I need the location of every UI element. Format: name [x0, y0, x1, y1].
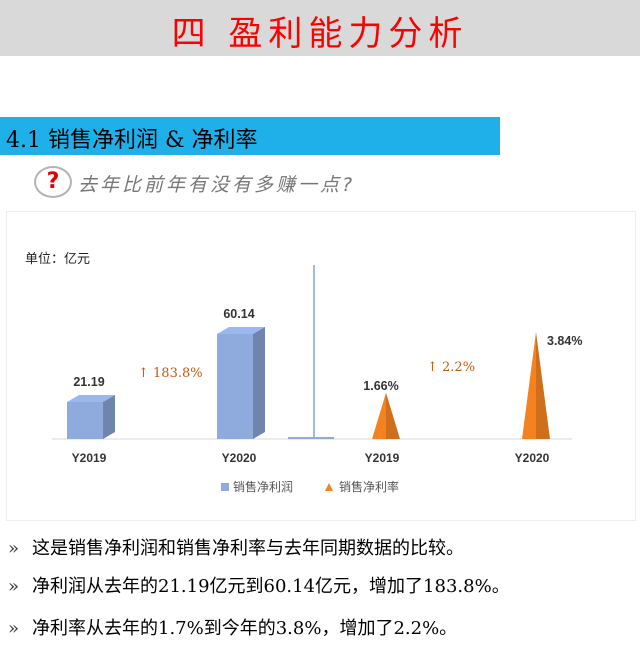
bar-top-face: [67, 395, 115, 403]
bullet-text: 这是销售净利润和销售净利率与去年同期数据的比较。: [32, 538, 464, 559]
bullet-text: 净利率从去年的1.7%到今年的3.8%，增加了2.2%。: [32, 618, 458, 639]
x-tick-label: Y2019: [72, 451, 107, 465]
bullet-item: » 这是销售净利润和销售净利率与去年同期数据的比较。: [8, 534, 464, 560]
cone-shade: [386, 392, 400, 439]
x-tick-label: Y2020: [515, 451, 550, 465]
bullet-item: » 净利润从去年的21.19亿元到60.14亿元，增加了183.8%。: [8, 572, 510, 598]
legend-swatch-margin: [325, 483, 333, 491]
chart-unit-label: 单位：亿元: [25, 252, 91, 267]
bullet-item: » 净利率从去年的1.7%到今年的3.8%，增加了2.2%。: [8, 614, 457, 640]
cone-y2020: [522, 332, 536, 439]
bar-side-face: [103, 395, 115, 439]
cone-data-label: 3.84%: [547, 334, 582, 348]
section-title: 4.1 销售净利润 & 净利率: [6, 128, 258, 153]
x-tick-label: Y2019: [365, 451, 400, 465]
page-title: 四 盈利能力分析: [171, 14, 469, 54]
chart-frame: [6, 211, 636, 521]
cone-y2019: [372, 392, 386, 439]
x-tick-label: Y2020: [222, 451, 257, 465]
cone-shade: [536, 332, 550, 439]
bar-y2019: [67, 402, 103, 439]
bullet-text: 净利润从去年的21.19亿元到60.14亿元，增加了183.8%。: [32, 576, 510, 597]
section-question: 去年比前年有没有多赚一点?: [78, 174, 356, 196]
bar-data-label: 21.19: [73, 375, 104, 389]
bar-side-face: [253, 327, 265, 439]
legend-swatch-profit: [221, 483, 229, 491]
legend-label: 销售净利率: [339, 479, 399, 494]
bullet-mark: »: [8, 576, 20, 597]
growth-label-profit: ↑ 183.8%: [138, 366, 203, 381]
question-icon: ?: [34, 166, 72, 198]
bullet-mark: »: [8, 538, 20, 559]
bullet-mark: »: [8, 618, 20, 639]
growth-label-margin: ↑ 2.2%: [427, 360, 475, 375]
bar-top-face: [217, 327, 265, 334]
section-banner: [0, 117, 500, 155]
legend-label: 销售净利润: [233, 479, 293, 494]
cone-data-label: 1.66%: [363, 379, 398, 393]
title-banner: [0, 0, 640, 56]
bar-y2020: [217, 334, 253, 439]
bar-data-label: 60.14: [223, 307, 254, 321]
